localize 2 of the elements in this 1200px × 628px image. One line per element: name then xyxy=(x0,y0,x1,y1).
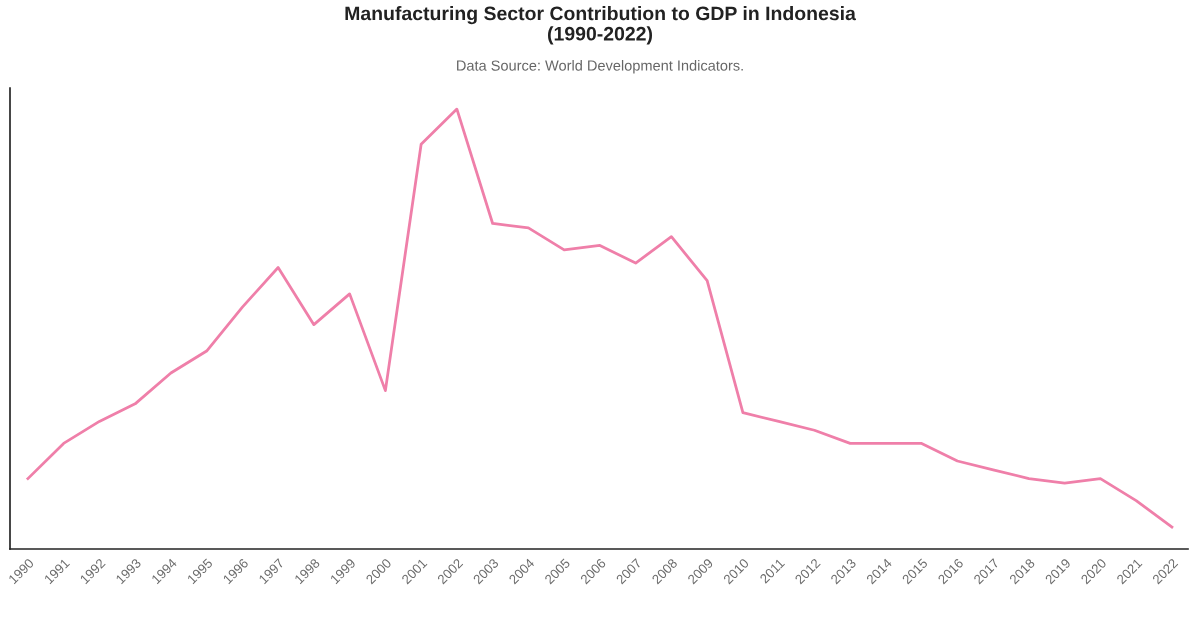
chart-title: Manufacturing Sector Contribution to GDP in Indonesia (1990-2022) xyxy=(345,6,856,45)
chart-subtitle: Data Source: World Development Indicators. xyxy=(457,60,743,74)
